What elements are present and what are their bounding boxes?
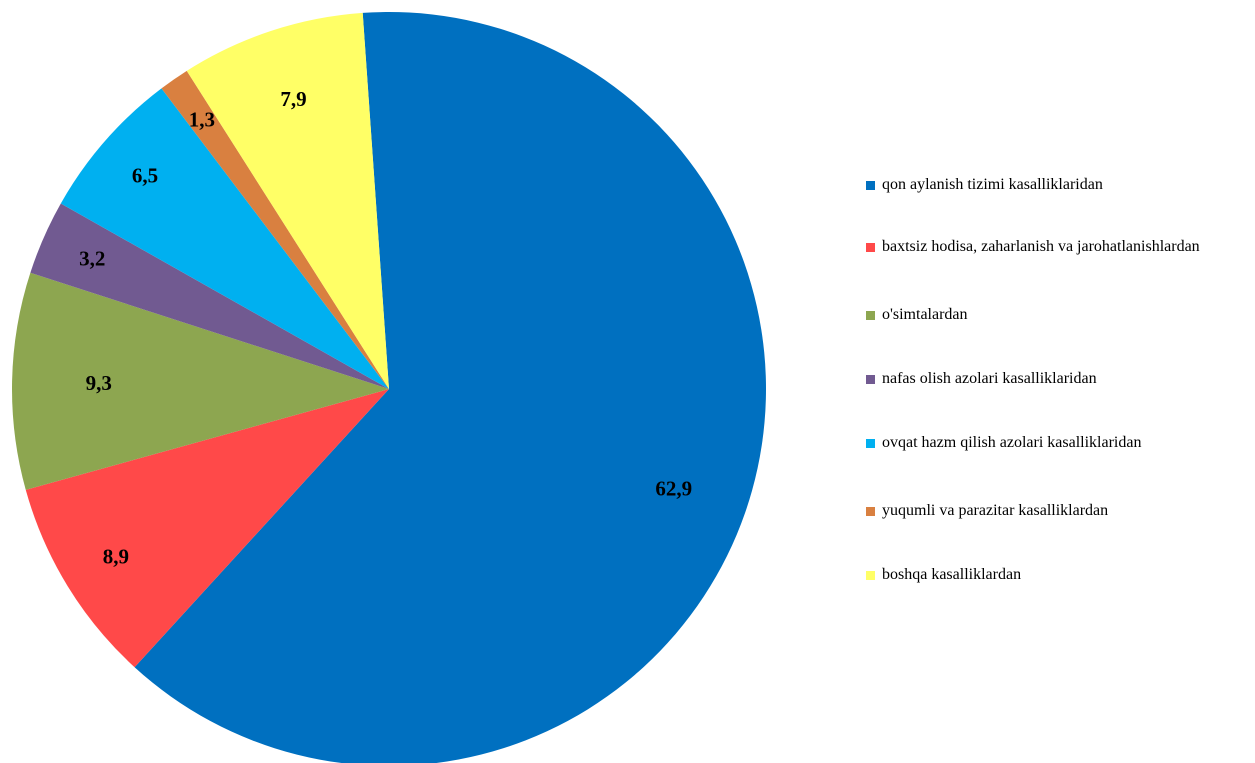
pie-slice [161, 70, 389, 389]
legend-swatch [866, 439, 875, 448]
legend-item: boshqa kasalliklardan [866, 566, 1254, 584]
pie-slice [134, 12, 766, 763]
slice-data-label: 7,9 [280, 87, 306, 111]
legend-swatch [866, 311, 875, 320]
pie-slice [25, 389, 389, 668]
pie-slice [30, 203, 390, 389]
legend-item: nafas olish azolari kasalliklaridan [866, 370, 1254, 388]
legend-item: yuqumli va parazitar kasalliklardan [866, 502, 1254, 520]
legend-swatch [866, 571, 875, 580]
legend-label: yuqumli va parazitar kasalliklardan [882, 502, 1109, 519]
legend-swatch [866, 243, 875, 252]
legend-label: o'simtalardan [882, 306, 968, 323]
legend-item: qon aylanish tizimi kasalliklaridan [866, 176, 1254, 194]
legend-item: ovqat hazm qilish azolari kasalliklarida… [866, 434, 1254, 452]
legend-label: qon aylanish tizimi kasalliklaridan [882, 176, 1103, 193]
slice-data-label: 9,3 [86, 371, 112, 395]
slice-data-label: 6,5 [132, 164, 158, 188]
legend-label: boshqa kasalliklardan [882, 566, 1022, 583]
pie-chart: 62,9 8,9 9,3 3,2 6,5 1,3 7,9 [12, 12, 766, 763]
legend-item: o'simtalardan [866, 306, 1254, 324]
slice-data-label: 62,9 [655, 476, 692, 500]
pie-slice [186, 12, 389, 389]
legend-label: ovqat hazm qilish azolari kasalliklarida… [882, 434, 1142, 451]
legend-label: nafas olish azolari kasalliklaridan [882, 370, 1097, 387]
pie-slice [12, 272, 389, 490]
legend-swatch [866, 507, 875, 516]
slice-data-label: 3,2 [79, 247, 105, 271]
legend-label: baxtsiz hodisa, zaharlanish va jarohatla… [882, 238, 1200, 255]
slice-data-label: 8,9 [103, 545, 129, 569]
legend-swatch [866, 181, 875, 190]
legend-item: baxtsiz hodisa, zaharlanish va jarohatla… [866, 238, 1254, 256]
legend-swatch [866, 375, 875, 384]
pie-slice [60, 88, 390, 389]
slice-data-label: 1,3 [189, 108, 215, 132]
